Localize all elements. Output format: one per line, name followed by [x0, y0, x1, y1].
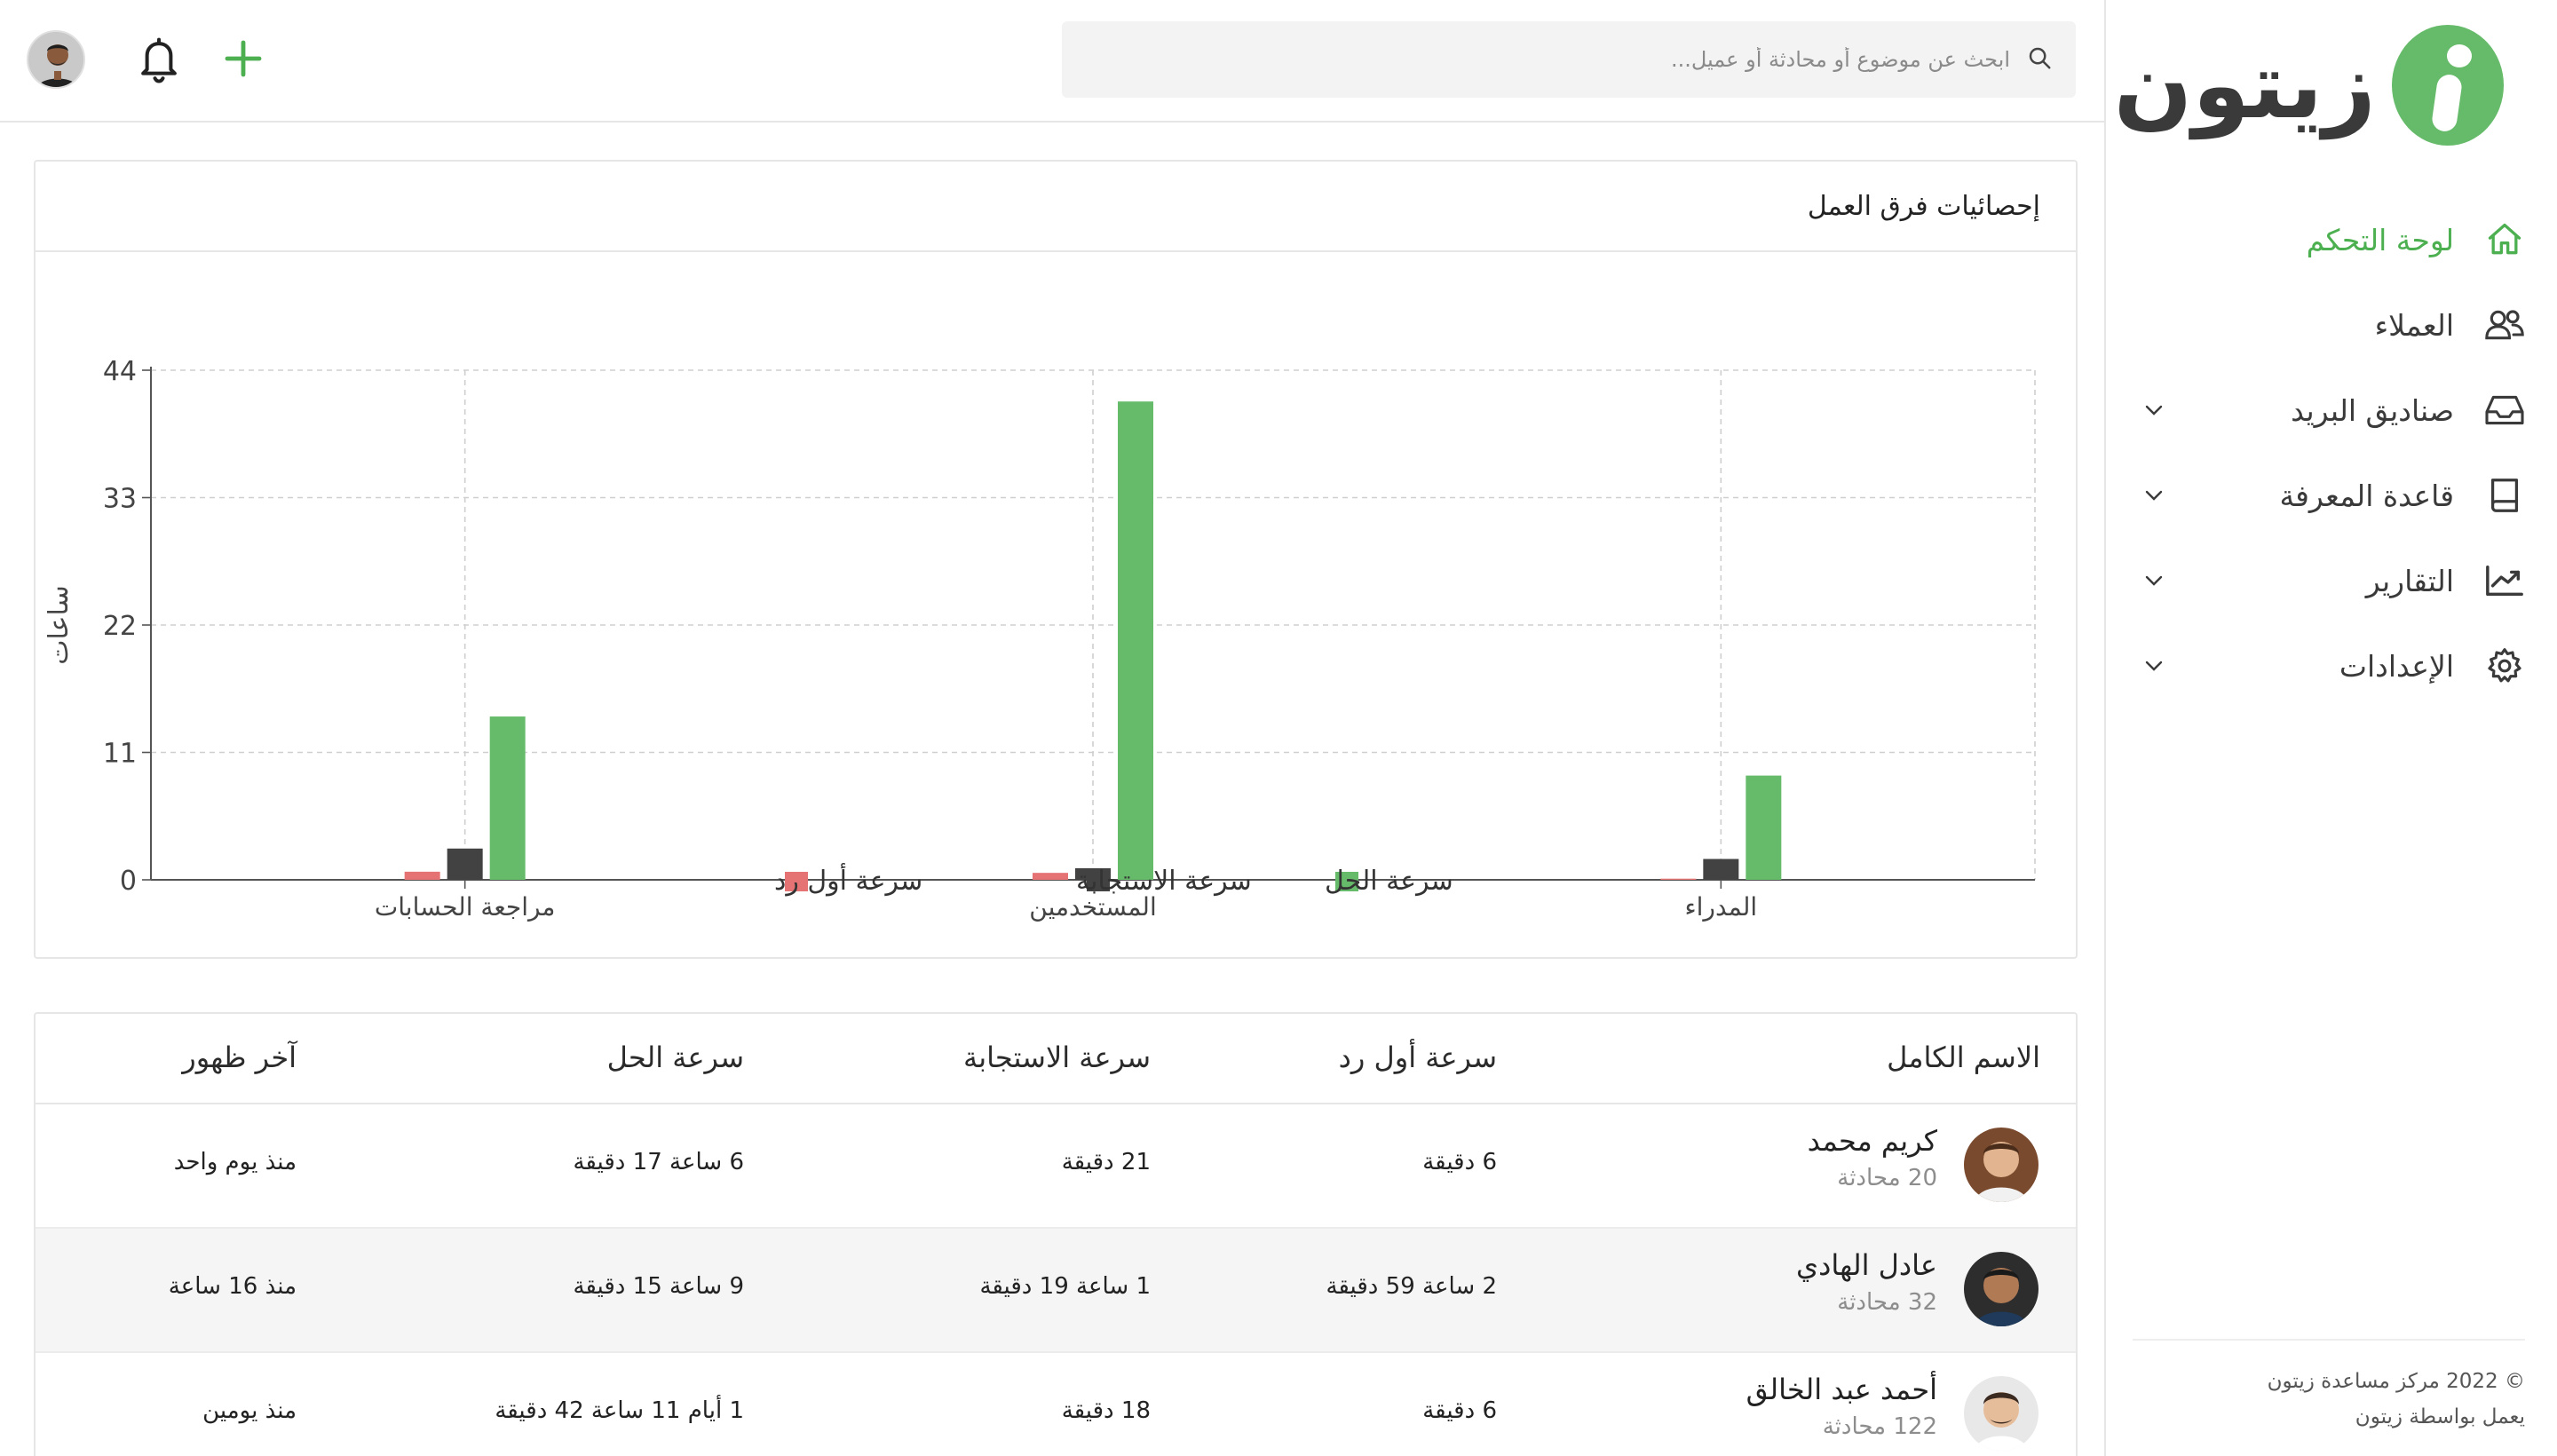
team-stats-chart: 0 11 22 33 44 ساعات مراجعة الحسابات المستخدمين ا… — [44, 356, 2036, 922]
conversation-count: 122 محادثة — [1822, 1413, 1937, 1440]
book-icon — [2481, 471, 2529, 519]
last-seen-value: منذ يومين — [202, 1397, 297, 1424]
table-row[interactable]: كريم محمد 20 محادثة 6 دقيقة 21 دقيقة 6 س… — [36, 1104, 2076, 1229]
legend-swatch — [1087, 872, 1110, 891]
bar — [1033, 873, 1068, 880]
col-header-resolution[interactable]: سرعة الحل — [606, 1041, 744, 1074]
response-value: 21 دقيقة — [1061, 1149, 1151, 1175]
logo-text: زيتون — [2113, 30, 2376, 139]
col-header-response[interactable]: سرعة الاستجابة — [963, 1041, 1151, 1074]
avatar — [1964, 1376, 2038, 1451]
table-header: الاسم الكامل سرعة أول رد سرعة الاستجابة … — [36, 1014, 2076, 1104]
sidebar-item-label: الإعدادات — [2339, 648, 2454, 684]
search-icon — [2026, 44, 2053, 75]
search-input[interactable] — [1122, 47, 2010, 72]
y-tick-label: 0 — [120, 866, 137, 897]
agent-name[interactable]: كريم محمد — [1807, 1124, 1937, 1158]
bar — [1746, 775, 1782, 880]
y-tick-label: 33 — [103, 484, 137, 515]
bar — [1118, 401, 1153, 880]
y-tick-label: 44 — [103, 356, 137, 387]
sidebar-item-dashboard[interactable]: لوحة التحكم — [2106, 197, 2557, 282]
legend-label: سرعة أول رد — [774, 862, 922, 897]
chevron-down-icon[interactable] — [2140, 481, 2168, 510]
x-tick-label: مراجعة الحسابات — [375, 892, 556, 922]
resolution-value: 9 ساعة 15 دقيقة — [573, 1273, 744, 1300]
last-seen-value: منذ 16 ساعة — [168, 1273, 297, 1300]
chart-line-icon — [2481, 557, 2529, 605]
bar — [1660, 878, 1697, 880]
sidebar-item-label: العملاء — [2374, 307, 2454, 343]
agent-name-block: كريم محمد 20 محادثة — [1808, 1124, 1937, 1191]
copyright-text: © 2022 مركز مساعدة زيتون — [2267, 1370, 2525, 1393]
table-row[interactable]: أحمد عبد الخالق 122 محادثة 6 دقيقة 18 دق… — [36, 1353, 2076, 1456]
inbox-icon — [2481, 386, 2529, 434]
card-title: إحصائيات فرق العمل — [36, 162, 2076, 252]
bar — [489, 716, 526, 880]
legend-label: سرعة الحل — [1325, 866, 1453, 897]
conversation-count: 20 محادثة — [1837, 1165, 1937, 1191]
bar — [447, 848, 483, 880]
last-seen-value: منذ يوم واحد — [173, 1149, 297, 1175]
team-stats-card: إحصائيات فرق العمل 0 11 22 33 44 ساعات مراجعة … — [34, 160, 2078, 959]
home-icon — [2481, 216, 2529, 264]
agent-name[interactable]: أحمد عبد الخالق — [1746, 1373, 1937, 1406]
sidebar-item-label: صناديق البريد — [2291, 392, 2454, 428]
sidebar: زيتون لوحة التحكم العملاء صناديق البريد — [2104, 0, 2557, 1456]
y-tick-label: 11 — [103, 739, 137, 770]
chevron-down-icon[interactable] — [2140, 566, 2168, 595]
y-axis-label: ساعات — [44, 585, 75, 665]
sidebar-nav: لوحة التحكم العملاء صناديق البريد قاعدة … — [2106, 197, 2557, 708]
sidebar-item-label: قاعدة المعرفة — [2279, 478, 2454, 513]
logo-mark-icon — [2392, 24, 2504, 146]
bar — [404, 871, 440, 880]
bar — [1703, 859, 1739, 880]
agent-name-block: عادل الهادي 32 محادثة — [1796, 1248, 1937, 1316]
sidebar-item-reports[interactable]: التقارير — [2106, 538, 2557, 623]
add-icon[interactable] — [222, 36, 265, 82]
chevron-down-icon[interactable] — [2140, 652, 2168, 680]
brand-logo[interactable]: زيتون — [2113, 24, 2504, 146]
powered-by-text[interactable]: يعمل بواسطة زيتون — [2355, 1405, 2525, 1428]
resolution-value: 6 ساعة 17 دقيقة — [573, 1149, 744, 1175]
first-reply-value: 6 دقيقة — [1422, 1149, 1497, 1175]
bell-icon[interactable] — [135, 34, 183, 85]
top-header — [0, 0, 2104, 123]
chevron-down-icon[interactable] — [2140, 396, 2168, 424]
conversation-count: 32 محادثة — [1837, 1289, 1937, 1316]
sidebar-item-settings[interactable]: الإعدادات — [2106, 623, 2557, 708]
first-reply-value: 6 دقيقة — [1422, 1397, 1497, 1424]
legend-swatch — [785, 872, 808, 891]
search-bar[interactable] — [1062, 21, 2076, 98]
y-tick-label: 22 — [103, 611, 137, 642]
agent-name[interactable]: عادل الهادي — [1796, 1248, 1937, 1282]
col-header-last-seen[interactable]: آخر ظهور — [182, 1041, 297, 1074]
first-reply-value: 2 ساعة 59 دقيقة — [1326, 1273, 1497, 1300]
sidebar-item-label: لوحة التحكم — [2306, 222, 2454, 257]
agent-name-block: أحمد عبد الخالق 122 محادثة — [1746, 1373, 1937, 1440]
agents-table: الاسم الكامل سرعة أول رد سرعة الاستجابة … — [34, 1012, 2078, 1456]
col-header-name[interactable]: الاسم الكامل — [1887, 1041, 2040, 1074]
sidebar-item-knowledge-base[interactable]: قاعدة المعرفة — [2106, 453, 2557, 538]
sidebar-footer: © 2022 مركز مساعدة زيتون يعمل بواسطة زيت… — [2133, 1339, 2525, 1435]
x-tick-label: المدراء — [1684, 892, 1757, 922]
sidebar-item-label: التقارير — [2365, 563, 2454, 598]
gear-icon — [2481, 642, 2529, 690]
sidebar-item-inboxes[interactable]: صناديق البريد — [2106, 368, 2557, 453]
legend-label: سرعة الاستجابة — [1076, 866, 1252, 897]
resolution-value: 1 أيام 11 ساعة 42 دقيقة — [495, 1397, 744, 1424]
x-tick-label: المستخدمين — [1029, 892, 1156, 922]
legend-swatch — [1335, 872, 1358, 891]
user-avatar[interactable] — [27, 30, 85, 89]
sidebar-item-customers[interactable]: العملاء — [2106, 282, 2557, 368]
avatar — [1964, 1252, 2038, 1326]
response-value: 18 دقيقة — [1061, 1397, 1151, 1424]
table-row[interactable]: عادل الهادي 32 محادثة 2 ساعة 59 دقيقة 1 … — [36, 1229, 2076, 1353]
avatar — [1964, 1128, 2038, 1202]
col-header-first-reply[interactable]: سرعة أول رد — [1338, 1041, 1497, 1074]
response-value: 1 ساعة 19 دقيقة — [979, 1273, 1151, 1300]
users-icon — [2481, 301, 2529, 349]
